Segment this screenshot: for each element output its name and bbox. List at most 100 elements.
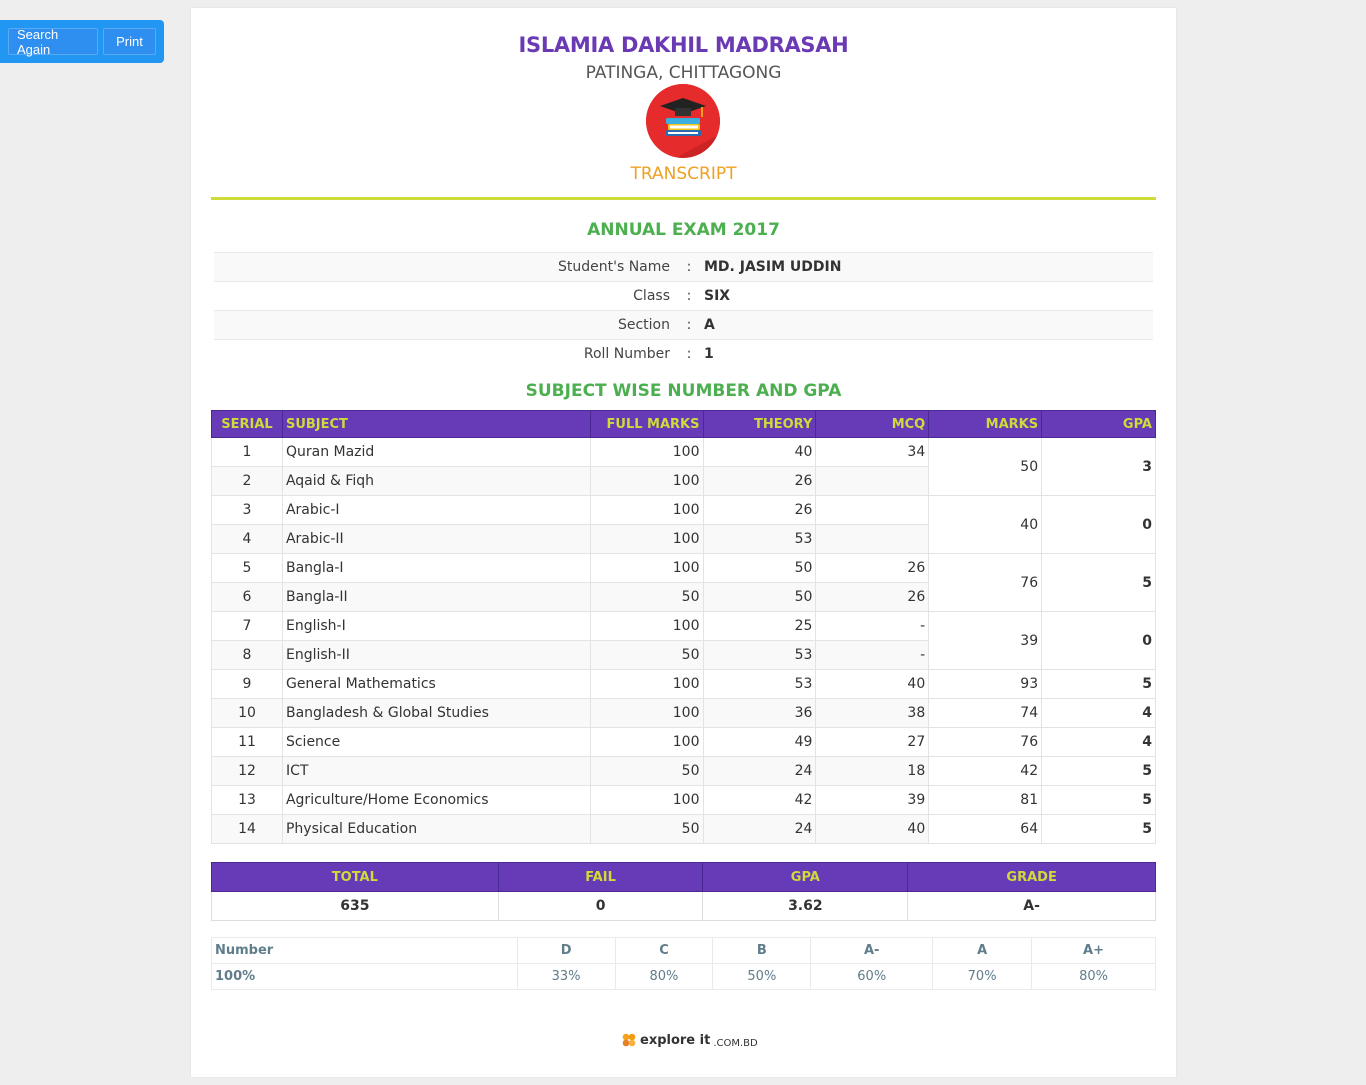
subject-cell: Aqaid & Fiqh xyxy=(281,466,591,496)
serial-cell: 8 xyxy=(211,640,283,670)
gpa-cell: 3 xyxy=(1041,437,1156,496)
info-row-class: Class : SIX xyxy=(214,281,1153,311)
serial-cell: 13 xyxy=(211,785,283,815)
mcq-cell xyxy=(815,524,930,554)
subject-section-title: SUBJECT WISE NUMBER AND GPA xyxy=(525,381,842,401)
table-row: 3 Arabic-I 100 26 40 0 xyxy=(211,495,1156,554)
full-marks-cell: 100 xyxy=(589,698,704,728)
class-label: Class xyxy=(214,281,676,311)
gpa-value: 3.62 xyxy=(702,891,909,921)
full-marks-cell: 100 xyxy=(589,727,704,757)
subject-cell: Science xyxy=(281,727,591,757)
theory-cell: 53 xyxy=(702,640,817,670)
mcq-cell: 26 xyxy=(815,553,930,583)
fail-header: FAIL xyxy=(497,862,704,892)
gpa-cell: 0 xyxy=(1041,611,1156,670)
mcq-cell: - xyxy=(815,640,930,670)
table-row: 7 English-I 100 25-39 0 xyxy=(211,611,1156,670)
marks-cell: 76 xyxy=(928,727,1043,757)
subject-cell: Arabic-II xyxy=(281,524,591,554)
serial-cell: 5 xyxy=(211,553,283,583)
col-header-full-marks: FULL MARKS xyxy=(589,410,704,438)
table-row: 14 Physical Education 50 24 40 64 5 xyxy=(211,814,1156,844)
grade-scale-value: 33% xyxy=(516,963,616,990)
separator: : xyxy=(676,310,702,340)
grade-scale-value-row: 100% 33% 80% 50% 60% 70% 80% xyxy=(211,963,1156,990)
subject-cell: Bangladesh & Global Studies xyxy=(281,698,591,728)
subject-cell: ICT xyxy=(281,756,591,786)
print-button[interactable]: Print xyxy=(103,28,156,55)
theory-cell: 24 xyxy=(702,814,817,844)
summary-header-row: TOTAL FAIL GPA GRADE xyxy=(211,862,1156,892)
roll-number-value: 1 xyxy=(702,339,1153,369)
full-marks-cell: 100 xyxy=(589,669,704,699)
table-row: 4 Arabic-II 100 53 xyxy=(211,524,1156,554)
summary-value-row: 635 0 3.62 A- xyxy=(211,891,1156,921)
table-row: 13 Agriculture/Home Economics 100 42 39 81 5 xyxy=(211,785,1156,815)
grade-scale-table: Number D C B A- A A+ 100% 33% 80% 50% 60… xyxy=(211,937,1156,990)
theory-cell: 26 xyxy=(702,495,817,525)
mcq-cell: 40 xyxy=(815,814,930,844)
search-again-button[interactable]: Search Again xyxy=(8,27,98,57)
marks-cell: 42 xyxy=(928,756,1043,786)
mcq-cell: 18 xyxy=(815,756,930,786)
serial-cell: 4 xyxy=(211,524,283,554)
full-marks-cell: 50 xyxy=(589,814,704,844)
full-marks-cell: 100 xyxy=(589,437,704,467)
mcq-cell: - xyxy=(815,611,930,641)
mcq-cell xyxy=(815,495,930,525)
grade-scale-cell: D xyxy=(516,937,616,964)
serial-cell: 14 xyxy=(211,814,283,844)
mcq-cell xyxy=(815,466,930,496)
gpa-cell: 4 xyxy=(1041,727,1156,757)
marks-cell: 64 xyxy=(928,814,1043,844)
grade-scale-value: 70% xyxy=(932,963,1033,990)
transcript-page: ISLAMIA DAKHIL MADRASAH PATINGA, CHITTAG… xyxy=(191,8,1176,1077)
serial-cell: 11 xyxy=(211,727,283,757)
theory-cell: 25 xyxy=(702,611,817,641)
full-marks-cell: 100 xyxy=(589,785,704,815)
serial-cell: 6 xyxy=(211,582,283,612)
grade-scale-cell: A+ xyxy=(1031,937,1156,964)
brand-name: explore it xyxy=(640,1032,711,1048)
theory-cell: 42 xyxy=(702,785,817,815)
col-header-mcq: MCQ xyxy=(815,410,930,438)
mcq-cell: 34 xyxy=(815,437,930,467)
section-value: A xyxy=(702,310,1153,340)
info-row-name: Student's Name : MD. JASIM UDDIN xyxy=(214,252,1153,282)
col-header-theory: THEORY xyxy=(702,410,817,438)
gpa-cell: 4 xyxy=(1041,698,1156,728)
explore-it-logo-icon xyxy=(622,1033,636,1047)
theory-cell: 50 xyxy=(702,553,817,583)
full-marks-cell: 100 xyxy=(589,524,704,554)
subject-cell: Quran Mazid xyxy=(281,437,591,467)
mcq-cell: 27 xyxy=(815,727,930,757)
grade-scale-cell: B xyxy=(712,937,812,964)
full-marks-cell: 100 xyxy=(589,611,704,641)
serial-cell: 12 xyxy=(211,756,283,786)
grade-scale-cell: A xyxy=(932,937,1033,964)
exam-title: ANNUAL EXAM 2017 xyxy=(587,220,780,240)
theory-cell: 53 xyxy=(702,669,817,699)
mcq-cell: 26 xyxy=(815,582,930,612)
col-header-marks: MARKS xyxy=(928,410,1043,438)
theory-cell: 50 xyxy=(702,582,817,612)
col-header-subject: SUBJECT xyxy=(281,410,591,438)
table-row: 9 General Mathematics 100 53 40 93 5 xyxy=(211,669,1156,699)
subject-cell: Physical Education xyxy=(281,814,591,844)
grade-scale-value: 80% xyxy=(614,963,714,990)
roll-number-label: Roll Number xyxy=(214,339,676,369)
table-row: 2 Aqaid & Fiqh 100 26 xyxy=(211,466,1156,496)
section-label: Section xyxy=(214,310,676,340)
table-row: 8 English-II 50 53- xyxy=(211,640,1156,670)
subject-cell: English-II xyxy=(281,640,591,670)
serial-cell: 7 xyxy=(211,611,283,641)
full-marks-cell: 50 xyxy=(589,640,704,670)
marks-cell: 93 xyxy=(928,669,1043,699)
gpa-cell: 5 xyxy=(1041,814,1156,844)
graduation-books-icon xyxy=(646,84,720,158)
subject-cell: Bangla-II xyxy=(281,582,591,612)
gpa-cell: 5 xyxy=(1041,669,1156,699)
footer-brand[interactable]: explore it .COM.BD xyxy=(621,1030,758,1050)
marks-table: SERIAL SUBJECT FULL MARKS THEORY MCQ MAR… xyxy=(211,410,1156,844)
